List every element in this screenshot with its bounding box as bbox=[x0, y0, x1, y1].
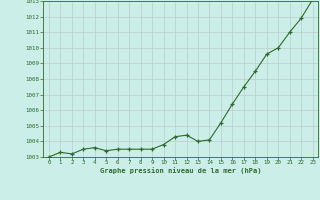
X-axis label: Graphe pression niveau de la mer (hPa): Graphe pression niveau de la mer (hPa) bbox=[100, 167, 261, 174]
